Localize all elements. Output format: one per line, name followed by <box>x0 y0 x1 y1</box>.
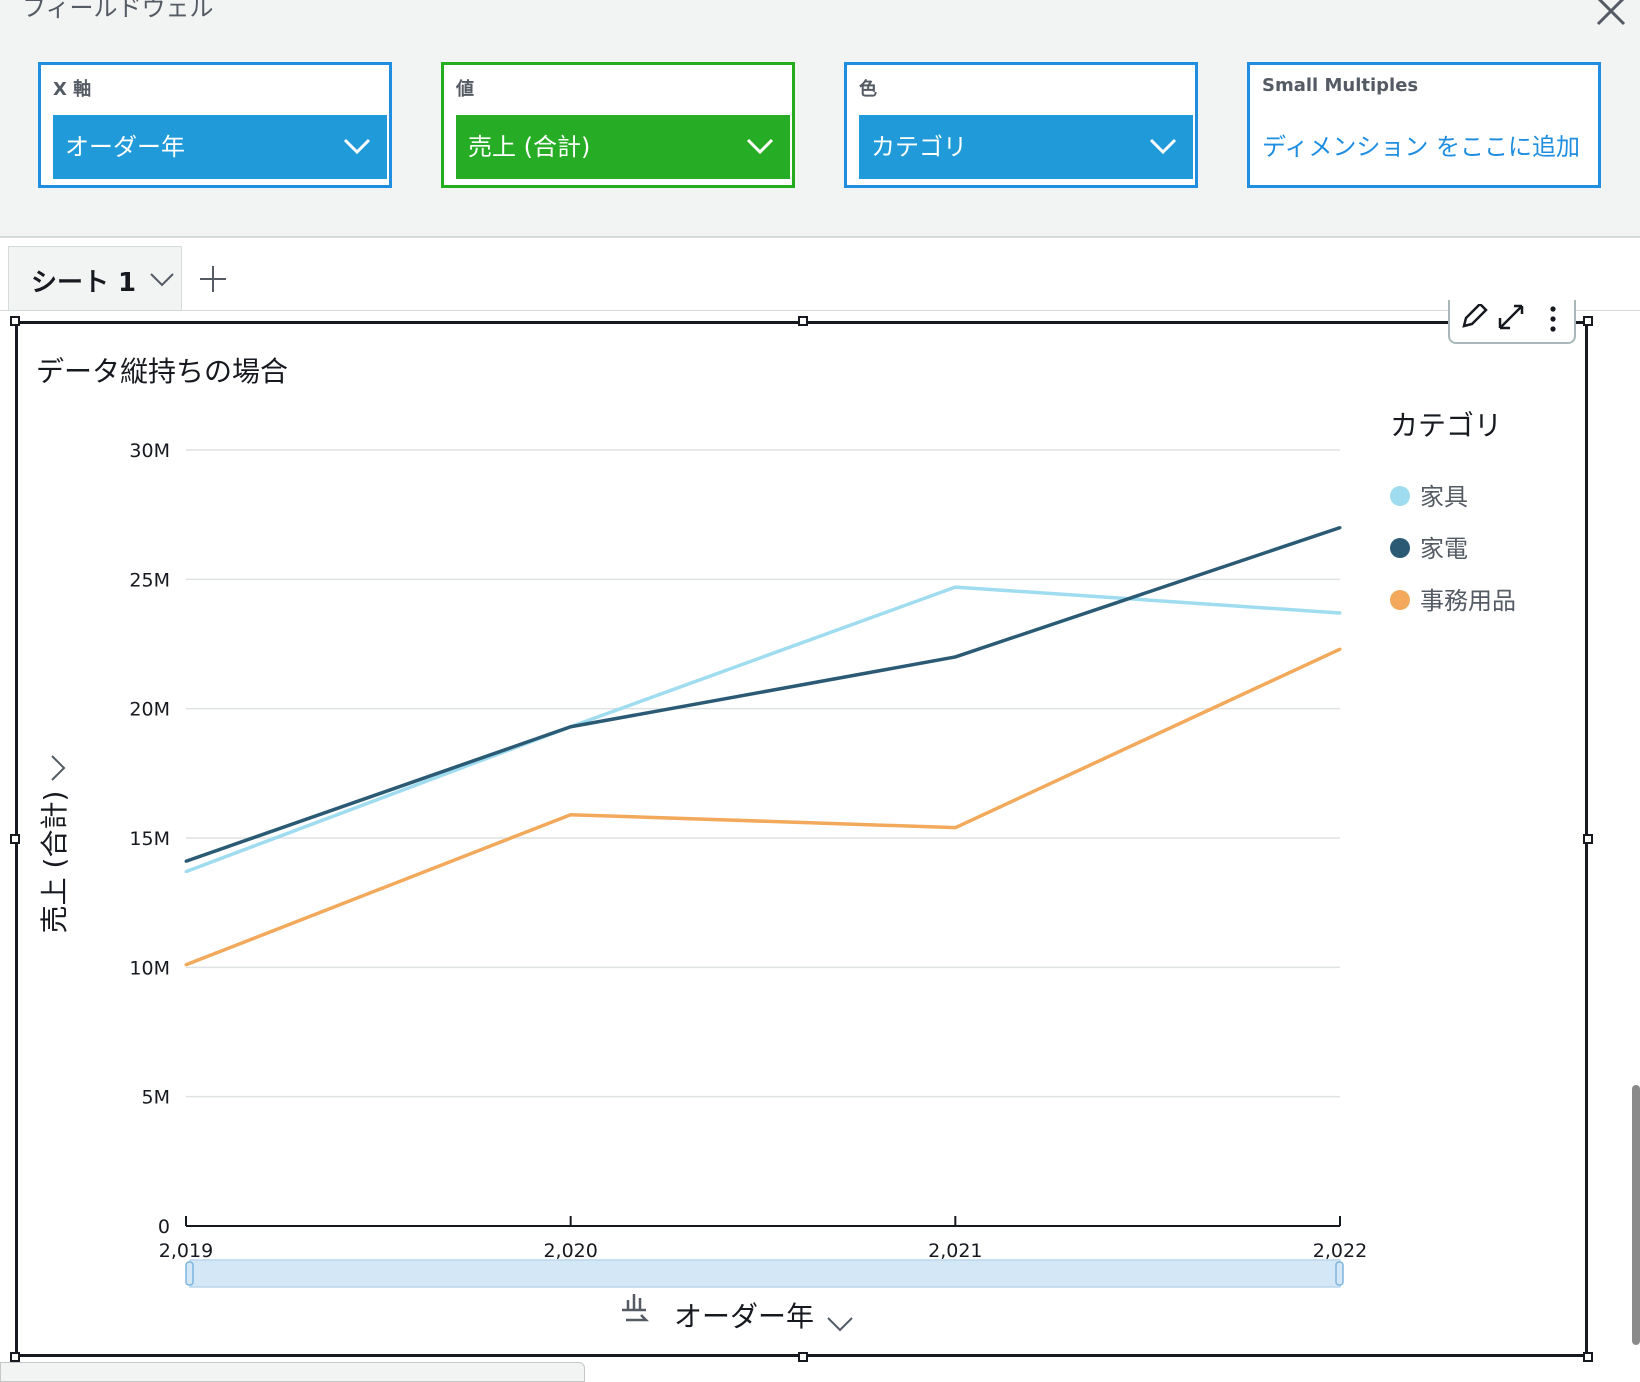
legend-item-label[interactable]: 事務用品 <box>1420 587 1516 615</box>
data-point[interactable] <box>184 963 188 967</box>
data-point[interactable] <box>1338 526 1342 530</box>
data-point[interactable] <box>184 859 188 863</box>
value-well-label: 値 <box>456 79 474 100</box>
small-multiples-well-label: Small Multiples <box>1262 75 1419 96</box>
range-slider-handle[interactable] <box>185 1261 194 1286</box>
panel-title: フィールドウェル <box>22 0 214 22</box>
resize-handle[interactable] <box>10 316 20 326</box>
y-tick-label: 20M <box>129 699 170 721</box>
add-dimension-link[interactable]: ディメンション をここに追加 <box>1262 133 1580 161</box>
data-point[interactable] <box>1338 611 1342 615</box>
y-tick-label: 30M <box>129 440 170 462</box>
chevron-down-icon[interactable] <box>1149 137 1177 155</box>
resize-handle[interactable] <box>798 1352 808 1362</box>
data-point[interactable] <box>184 870 188 874</box>
status-url-bar <box>0 1362 585 1382</box>
chevron-down-icon[interactable] <box>746 137 774 155</box>
resize-handle[interactable] <box>798 316 808 326</box>
y-tick-label: 15M <box>129 828 170 850</box>
data-point[interactable] <box>953 655 957 659</box>
edit-pencil-icon[interactable] <box>1460 304 1488 330</box>
x-axis-title[interactable]: オーダー年 <box>674 1300 814 1333</box>
value-field-pill[interactable]: 売上 (合計) <box>456 115 790 179</box>
value-field-name: 売上 (合計) <box>468 133 591 161</box>
y-tick-label: 25M <box>129 569 170 591</box>
visual-menu <box>1448 300 1576 344</box>
chevron-right-icon[interactable] <box>51 755 66 781</box>
series-line-2[interactable] <box>185 525 1341 863</box>
more-options-icon[interactable] <box>1548 304 1558 334</box>
x-axis-field-pill[interactable]: オーダー年 <box>53 115 387 179</box>
resize-handle[interactable] <box>10 1352 20 1362</box>
legend-item-label[interactable]: 家電 <box>1420 535 1468 563</box>
legend-swatch <box>1390 590 1410 610</box>
x-tick-label: 2,019 <box>159 1240 213 1262</box>
resize-handle[interactable] <box>1583 834 1593 844</box>
color-well-label: 色 <box>859 79 877 100</box>
y-tick-label: 5M <box>142 1087 170 1109</box>
field-wells-panel: フィールドウェル X 軸 オーダー年 値 売上 (合計) 色 カテゴリ <box>0 0 1640 238</box>
x-tick-label: 2,021 <box>928 1240 982 1262</box>
y-axis-title[interactable]: 売上 (合計) <box>38 791 71 934</box>
y-tick-label: 0 <box>158 1216 170 1238</box>
data-point[interactable] <box>953 826 957 830</box>
data-point[interactable] <box>1338 647 1342 651</box>
legend-swatch <box>1390 486 1410 506</box>
add-sheet-icon[interactable] <box>198 264 228 294</box>
scrollbar[interactable] <box>1632 1085 1640 1345</box>
data-point[interactable] <box>953 585 957 589</box>
value-well[interactable]: 値 売上 (合計) <box>441 62 795 188</box>
resize-handle[interactable] <box>1583 316 1593 326</box>
range-slider-handle[interactable] <box>1335 1261 1344 1286</box>
y-tick-label: 10M <box>129 957 170 979</box>
x-axis-field-name: オーダー年 <box>65 133 185 161</box>
color-well[interactable]: 色 カテゴリ <box>844 62 1198 188</box>
resize-handle[interactable] <box>1583 1352 1593 1362</box>
legend-swatch <box>1390 538 1410 558</box>
sort-icon[interactable] <box>622 1294 650 1322</box>
chevron-down-icon[interactable] <box>149 272 175 288</box>
close-icon[interactable] <box>1594 0 1628 28</box>
color-field-name: カテゴリ <box>871 133 967 161</box>
legend-title: カテゴリ <box>1390 409 1502 442</box>
chevron-down-icon[interactable] <box>827 1317 853 1332</box>
x-axis-well-label: X 軸 <box>53 79 92 100</box>
legend-item-label[interactable]: 家具 <box>1420 483 1468 511</box>
chart-title: データ縦持ちの場合 <box>36 355 289 388</box>
chevron-down-icon[interactable] <box>343 137 371 155</box>
expand-icon[interactable] <box>1496 304 1526 332</box>
x-tick-label: 2,020 <box>543 1240 597 1262</box>
sheet-tab-strip: シート 1 <box>0 238 1640 311</box>
sheet-tab-label: シート 1 <box>31 268 137 298</box>
data-point[interactable] <box>569 725 573 729</box>
series-line-1[interactable] <box>185 585 1341 874</box>
resize-handle[interactable] <box>10 834 20 844</box>
sheet-tab[interactable]: シート 1 <box>8 246 182 310</box>
range-slider[interactable] <box>189 1259 1341 1288</box>
x-tick-label: 2,022 <box>1313 1240 1367 1262</box>
x-axis-well[interactable]: X 軸 オーダー年 <box>38 62 392 188</box>
series-line-3[interactable] <box>185 647 1341 967</box>
color-field-pill[interactable]: カテゴリ <box>859 115 1193 179</box>
small-multiples-well[interactable]: Small Multiples ディメンション をここに追加 <box>1247 62 1601 188</box>
data-point[interactable] <box>569 813 573 817</box>
